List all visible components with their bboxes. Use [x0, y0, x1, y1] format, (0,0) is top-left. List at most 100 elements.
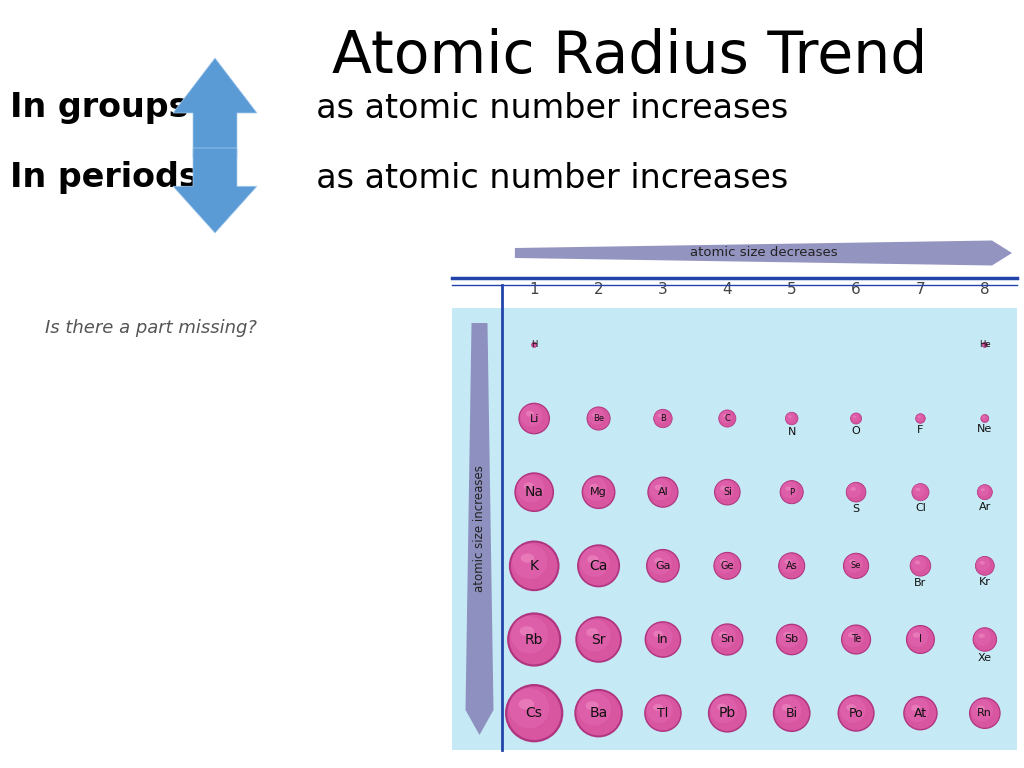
Circle shape — [584, 478, 607, 501]
Circle shape — [915, 414, 926, 423]
Text: O: O — [852, 426, 860, 436]
Text: 3: 3 — [658, 282, 668, 297]
Circle shape — [580, 548, 609, 577]
Circle shape — [712, 624, 742, 655]
Text: At: At — [913, 707, 927, 720]
Circle shape — [840, 697, 865, 723]
Text: Sn: Sn — [720, 634, 734, 644]
Circle shape — [512, 544, 547, 579]
Text: atomic size decreases: atomic size decreases — [689, 247, 838, 260]
Text: Na: Na — [524, 485, 544, 499]
FancyBboxPatch shape — [502, 308, 1017, 750]
Text: 5: 5 — [786, 282, 797, 297]
Ellipse shape — [911, 705, 921, 711]
Ellipse shape — [520, 554, 535, 563]
Circle shape — [911, 557, 926, 571]
Circle shape — [645, 695, 681, 731]
FancyBboxPatch shape — [452, 308, 502, 750]
Circle shape — [978, 485, 989, 496]
Text: Te: Te — [851, 634, 861, 644]
Text: Pb: Pb — [719, 706, 736, 720]
Circle shape — [578, 692, 611, 726]
Text: Is there a part missing?: Is there a part missing? — [45, 319, 257, 337]
Circle shape — [981, 415, 989, 422]
Ellipse shape — [848, 632, 856, 637]
Ellipse shape — [851, 487, 856, 491]
Circle shape — [720, 411, 732, 423]
Circle shape — [519, 403, 550, 434]
Text: Si: Si — [723, 487, 732, 497]
Text: Xe: Xe — [978, 654, 992, 664]
Circle shape — [786, 413, 795, 422]
Ellipse shape — [781, 704, 792, 711]
Text: I: I — [919, 634, 922, 644]
Circle shape — [711, 697, 737, 723]
Circle shape — [517, 475, 545, 502]
Ellipse shape — [915, 488, 921, 491]
Circle shape — [844, 553, 868, 578]
Text: Tl: Tl — [657, 707, 669, 720]
Ellipse shape — [853, 415, 856, 418]
Text: Kr: Kr — [979, 578, 991, 588]
Text: Ga: Ga — [655, 561, 671, 571]
Text: Sr: Sr — [591, 633, 606, 647]
Circle shape — [587, 407, 610, 430]
Circle shape — [839, 695, 873, 731]
Text: Mg: Mg — [590, 487, 607, 497]
Ellipse shape — [785, 486, 792, 491]
Circle shape — [510, 541, 558, 590]
Ellipse shape — [592, 412, 598, 417]
Circle shape — [912, 485, 925, 497]
Circle shape — [780, 481, 803, 504]
Text: Ca: Ca — [590, 559, 608, 573]
Circle shape — [648, 477, 678, 507]
Circle shape — [647, 624, 673, 649]
Text: H: H — [531, 340, 538, 349]
Ellipse shape — [914, 561, 921, 564]
Text: In periods =: In periods = — [10, 161, 250, 194]
Text: atomic size increases: atomic size increases — [473, 465, 486, 592]
Text: S: S — [853, 504, 859, 514]
Ellipse shape — [983, 416, 985, 418]
Text: He: He — [979, 340, 990, 349]
Circle shape — [506, 685, 562, 741]
Circle shape — [645, 622, 681, 657]
Circle shape — [974, 629, 991, 646]
Text: K: K — [529, 559, 539, 573]
Circle shape — [845, 554, 863, 573]
Circle shape — [588, 408, 605, 425]
Text: Atomic Radius Trend: Atomic Radius Trend — [333, 28, 928, 85]
Text: 1: 1 — [529, 282, 539, 297]
Circle shape — [911, 484, 929, 501]
Circle shape — [778, 553, 805, 579]
Ellipse shape — [520, 626, 535, 636]
Text: Bi: Bi — [785, 707, 798, 720]
Text: C: C — [724, 414, 730, 423]
Circle shape — [842, 625, 870, 654]
Circle shape — [851, 413, 859, 422]
Polygon shape — [466, 323, 494, 735]
Ellipse shape — [653, 631, 663, 637]
Ellipse shape — [846, 704, 856, 711]
Ellipse shape — [654, 558, 663, 564]
Circle shape — [785, 412, 798, 425]
Text: 2: 2 — [594, 282, 603, 297]
Circle shape — [973, 627, 996, 651]
Text: P: P — [790, 488, 795, 497]
Text: Al: Al — [657, 487, 669, 497]
Ellipse shape — [518, 699, 535, 710]
Ellipse shape — [978, 634, 985, 638]
Text: As: As — [785, 561, 798, 571]
Circle shape — [719, 410, 736, 427]
Circle shape — [520, 405, 543, 427]
Text: B: B — [660, 414, 666, 423]
Text: Ne: Ne — [977, 425, 992, 435]
Circle shape — [714, 552, 740, 579]
Circle shape — [716, 481, 734, 499]
Circle shape — [508, 614, 560, 666]
Text: Cl: Cl — [915, 503, 926, 513]
Circle shape — [583, 476, 614, 508]
Text: Se: Se — [851, 561, 861, 571]
Polygon shape — [515, 240, 1012, 266]
Text: Rn: Rn — [977, 708, 992, 718]
